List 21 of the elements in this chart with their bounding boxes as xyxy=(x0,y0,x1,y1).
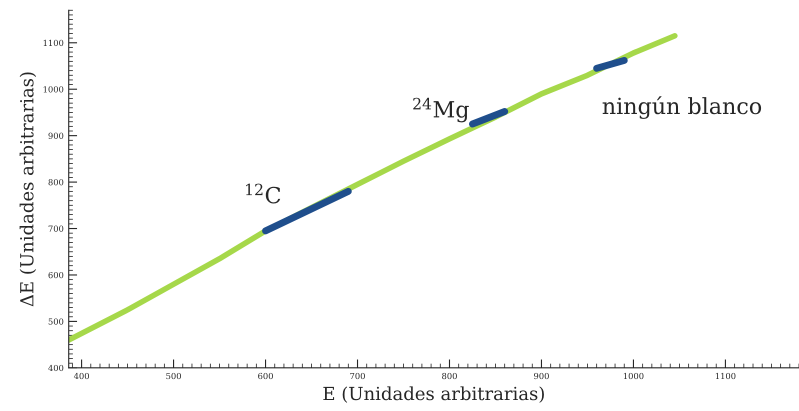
x-tick-label: 1100 xyxy=(716,372,736,380)
x-tick-label: 500 xyxy=(166,372,181,380)
y-tick-label: 500 xyxy=(48,318,64,325)
y-tick-label: 1100 xyxy=(44,40,64,46)
x-tick-label: 1000 xyxy=(624,372,644,380)
x-tick-label: 600 xyxy=(258,372,273,380)
annotation: ningún blanco xyxy=(602,96,762,119)
y-tick-label: 400 xyxy=(48,364,64,372)
y-axis-title: ΔE (Unidades arbitrarias) xyxy=(20,72,36,306)
x-tick-label: 800 xyxy=(442,372,457,380)
y-tick-label: 800 xyxy=(48,179,64,186)
y-tick-label: 1000 xyxy=(44,86,64,93)
x-tick-label: 400 xyxy=(74,372,89,380)
y-tick-label: 700 xyxy=(48,226,64,232)
x-tick-label: 900 xyxy=(534,372,549,380)
y-tick-label: 600 xyxy=(48,272,64,278)
y-tick-label: 900 xyxy=(48,132,64,139)
x-axis-title: E (Unidades arbitrarias) xyxy=(323,386,544,403)
annotation: $^{12}$C xyxy=(246,184,280,204)
annotation: $^{24}$Mg xyxy=(413,98,469,122)
x-tick-label: 700 xyxy=(350,372,365,380)
